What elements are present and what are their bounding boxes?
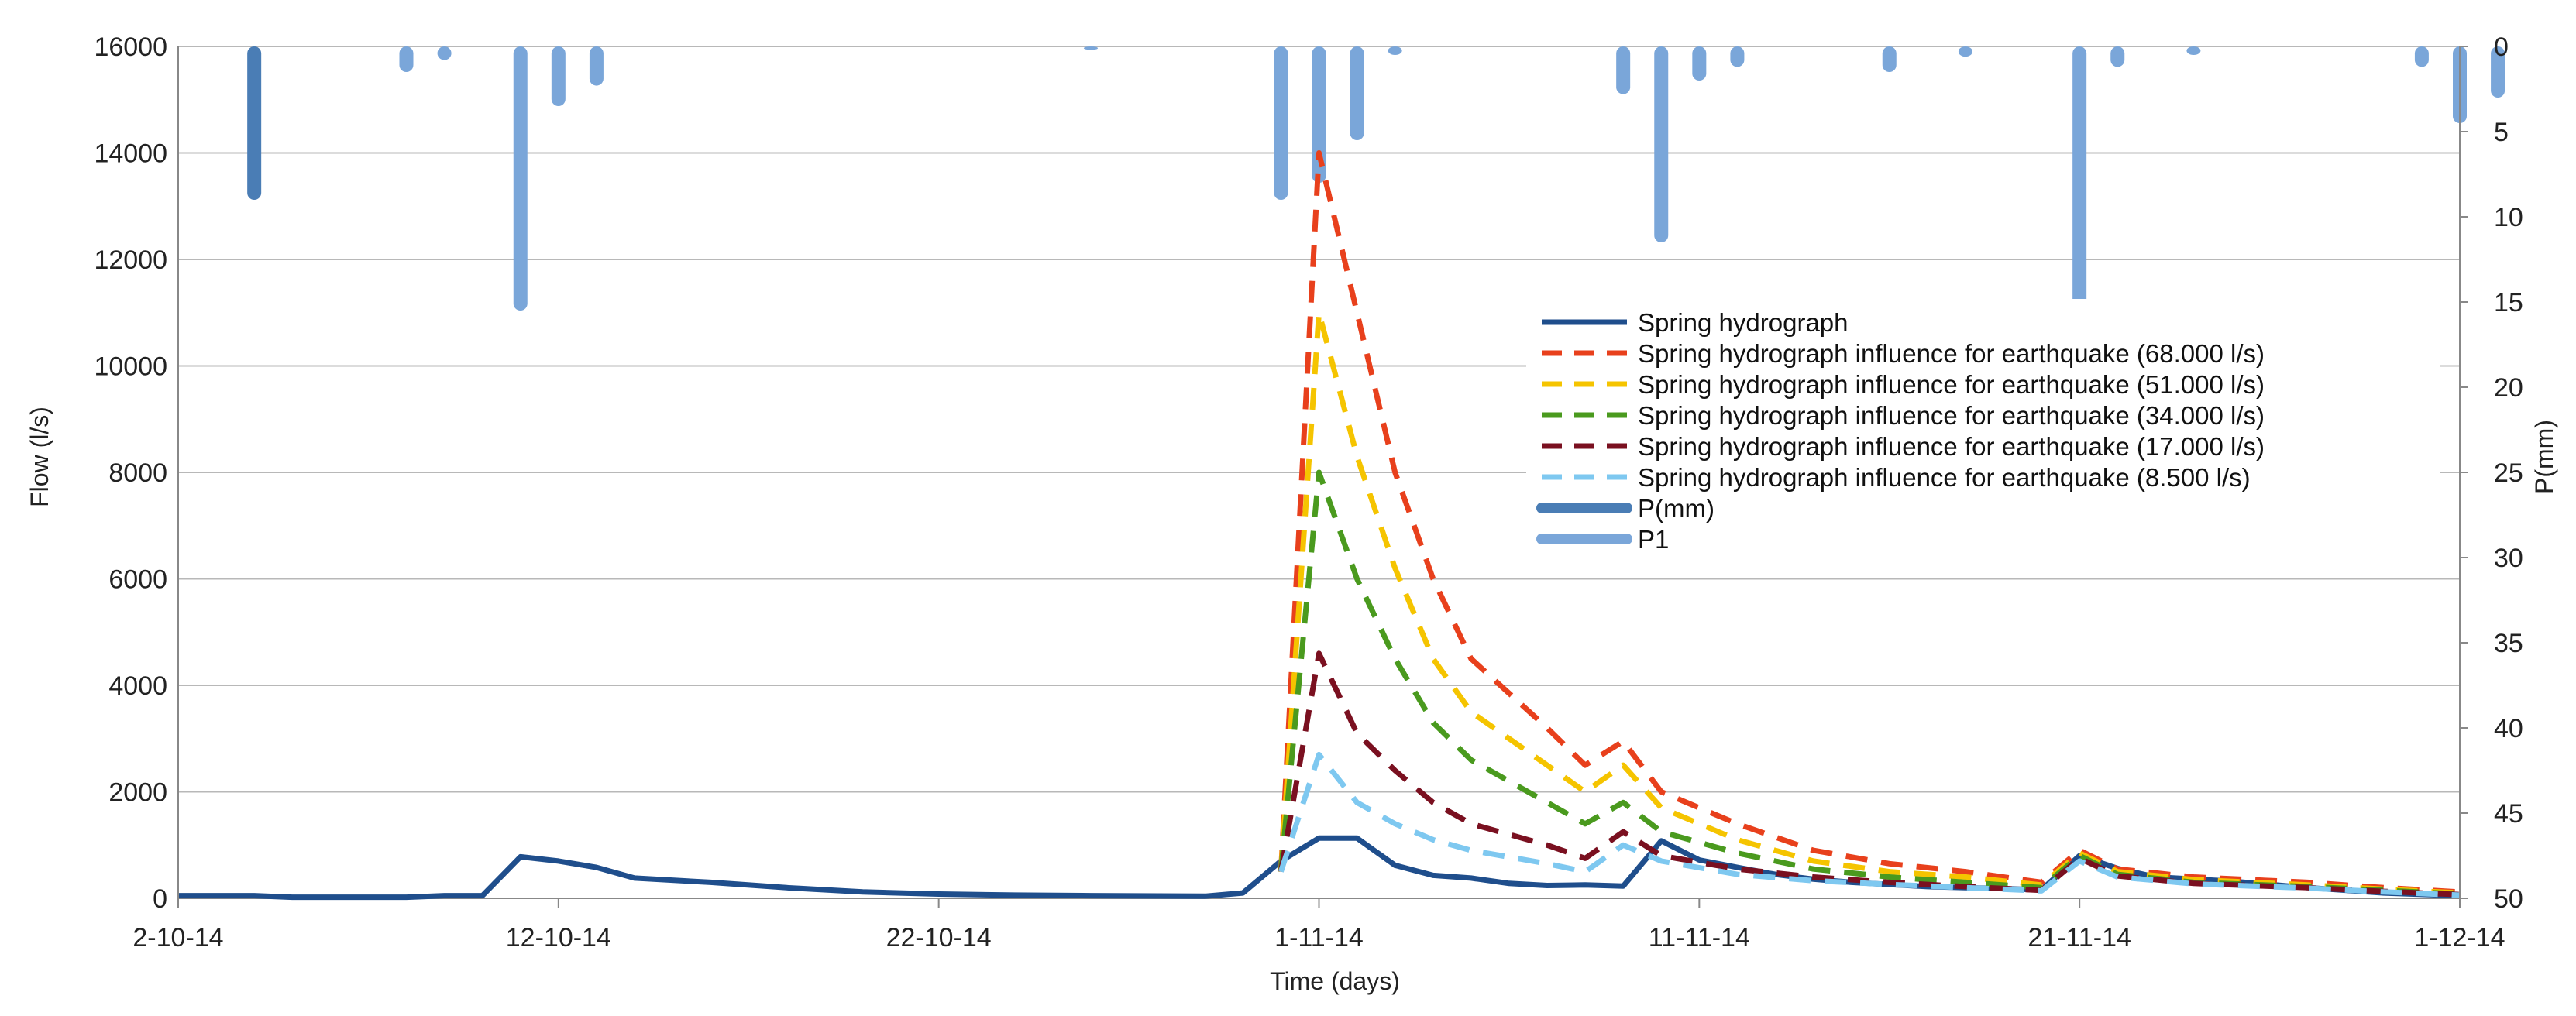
y2-tick-label: 45 (2494, 799, 2523, 829)
y2-tick-label: 30 (2494, 544, 2523, 573)
precip-bar (247, 46, 262, 200)
precip-bar (1274, 46, 1288, 200)
legend-label: Spring hydrograph (1638, 308, 1849, 337)
legend-label: P1 (1638, 525, 1669, 554)
precip-bar (2072, 46, 2087, 314)
precip-bar (1388, 46, 1402, 55)
y2-tick-label: 25 (2494, 458, 2523, 488)
legend-label: Spring hydrograph influence for earthqua… (1638, 339, 2265, 368)
y-tick-label: 0 (153, 884, 167, 914)
legend-label: Spring hydrograph influence for earthqua… (1638, 401, 2265, 430)
axes: 0 2000 4000 6000 8000 10000 12000 14000 16000 0 5 1… (94, 33, 2523, 952)
y2-axis-title: P(mm) (2530, 420, 2558, 494)
y-tick-label: 8000 (108, 458, 167, 488)
precip-bar (1692, 46, 1707, 81)
y2-tick-label: 20 (2494, 373, 2523, 403)
flow-series-lines (178, 150, 2461, 901)
precip-bar (2414, 46, 2429, 67)
precip-bar (2491, 46, 2505, 98)
precip-bar (1882, 46, 1897, 72)
y2-tick-label: 35 (2494, 629, 2523, 658)
precip-bar (551, 46, 566, 106)
y2-tick-label: 5 (2494, 118, 2509, 147)
precip-bar (1616, 46, 1631, 94)
precipitation-bars (247, 46, 2505, 314)
y-tick-label: 12000 (94, 245, 167, 275)
x-tick-label: 11-11-14 (1649, 923, 1750, 952)
y2-tick-label: 0 (2494, 33, 2509, 62)
precip-bar (1654, 46, 1669, 242)
precip-bar (2186, 46, 2201, 55)
legend-label: Spring hydrograph influence for earthqua… (1638, 463, 2251, 492)
y-tick-label: 6000 (108, 565, 167, 595)
precip-bar (2110, 46, 2125, 67)
x-tick-label: 21-11-14 (2027, 923, 2131, 952)
precip-bar (589, 46, 604, 86)
y-tick-label: 4000 (108, 671, 167, 701)
y2-tick-label: 40 (2494, 714, 2523, 743)
x-tick-label: 12-10-14 (506, 923, 611, 952)
precip-bar (1730, 46, 1745, 67)
x-axis-title: Time (days) (1270, 967, 1400, 995)
precip-bar (1084, 46, 1098, 50)
y-tick-label: 2000 (108, 778, 167, 808)
legend-label: Spring hydrograph influence for earthqua… (1638, 432, 2265, 461)
precip-bar (399, 46, 414, 72)
x-tick-label: 1-12-14 (2414, 923, 2505, 952)
x-tick-label: 2-10-14 (132, 923, 223, 952)
y-tick-label: 16000 (94, 33, 167, 62)
x-tick-label: 1-11-14 (1274, 923, 1364, 952)
legend-background (1526, 299, 2440, 562)
legend-label: P(mm) (1638, 494, 1714, 523)
y-axis-title: Flow (l/s) (26, 407, 53, 507)
precip-bar (513, 46, 528, 311)
y2-tick-label: 50 (2494, 884, 2523, 914)
y-tick-label: 10000 (94, 352, 167, 382)
y2-tick-label: 15 (2494, 288, 2523, 318)
legend-label: Spring hydrograph influence for earthqua… (1638, 370, 2265, 399)
x-tick-label: 22-10-14 (886, 923, 992, 952)
y-tick-label: 14000 (94, 139, 167, 169)
y2-tick-label: 10 (2494, 203, 2523, 232)
series-line (1278, 751, 2461, 898)
precip-bar (1312, 46, 1326, 183)
precip-bar (1350, 46, 1364, 140)
precip-bar (1958, 46, 1972, 57)
precip-bar (437, 46, 452, 60)
